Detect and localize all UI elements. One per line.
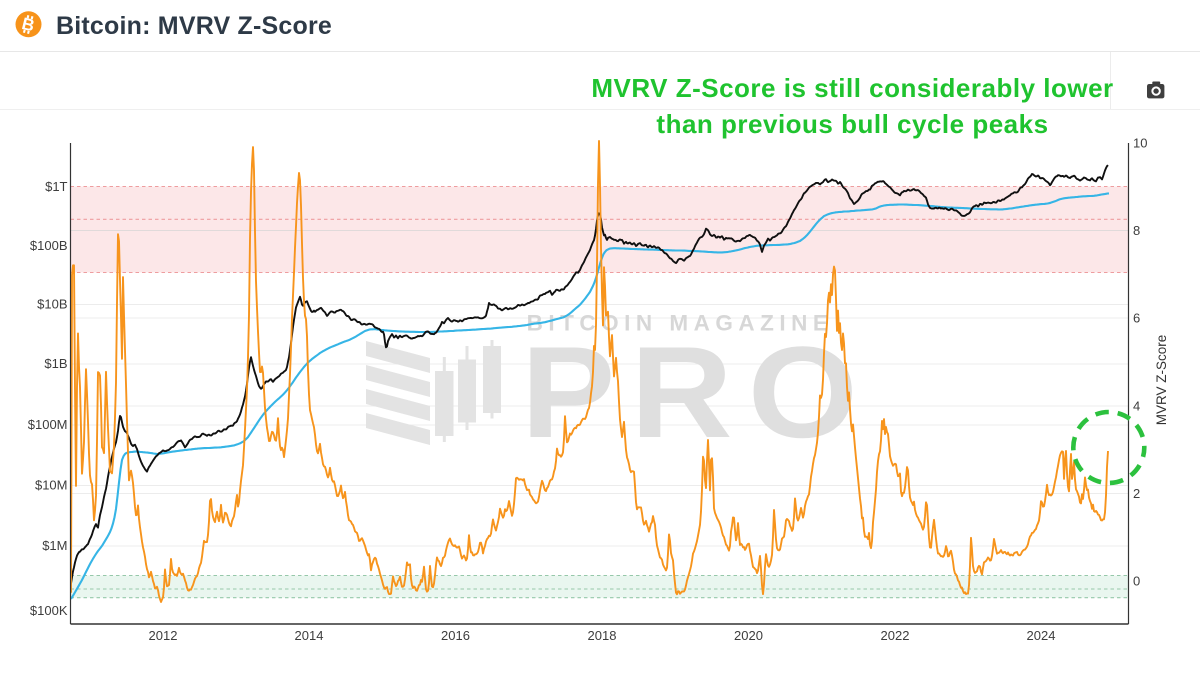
svg-text:2016: 2016 <box>441 628 470 643</box>
svg-text:8: 8 <box>1133 223 1140 238</box>
svg-text:2024: 2024 <box>1027 628 1056 643</box>
svg-text:BITCOIN MAGAZINE: BITCOIN MAGAZINE <box>527 311 834 336</box>
svg-text:2014: 2014 <box>295 628 324 643</box>
svg-text:2020: 2020 <box>734 628 763 643</box>
svg-text:10: 10 <box>1133 136 1147 151</box>
svg-text:PRO: PRO <box>521 319 873 465</box>
svg-text:$10B: $10B <box>37 297 67 312</box>
svg-text:$100B: $100B <box>30 238 68 253</box>
svg-text:6: 6 <box>1133 311 1140 326</box>
svg-text:2012: 2012 <box>149 628 178 643</box>
svg-text:4: 4 <box>1133 399 1140 414</box>
svg-text:$100K: $100K <box>30 603 68 618</box>
svg-text:$1M: $1M <box>42 538 67 553</box>
svg-text:$1T: $1T <box>45 179 67 194</box>
svg-text:$1B: $1B <box>44 356 67 371</box>
svg-text:2022: 2022 <box>881 628 910 643</box>
svg-text:0: 0 <box>1133 574 1140 589</box>
svg-text:2018: 2018 <box>588 628 617 643</box>
svg-text:$10M: $10M <box>35 478 68 493</box>
svg-text:2: 2 <box>1133 486 1140 501</box>
svg-text:MVRV Z-Score: MVRV Z-Score <box>1154 335 1169 426</box>
svg-text:$100M: $100M <box>28 417 68 432</box>
